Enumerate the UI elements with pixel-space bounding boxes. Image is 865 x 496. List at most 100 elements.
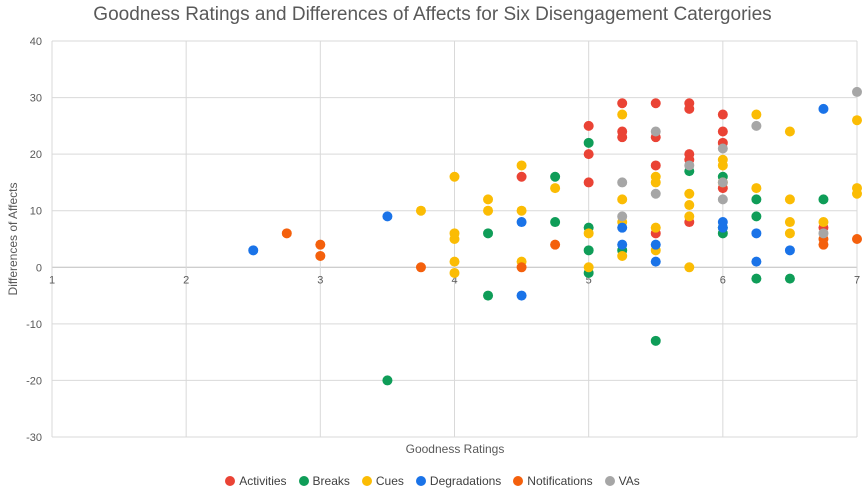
point-cues	[818, 217, 829, 228]
x-tick-label: 7	[854, 274, 860, 286]
point-degradations	[784, 245, 795, 256]
point-activities	[684, 103, 695, 114]
point-cues	[784, 228, 795, 239]
point-degradations	[818, 103, 829, 114]
legend-label: Degradations	[429, 474, 502, 488]
point-degradations	[516, 217, 527, 228]
point-breaks	[751, 194, 762, 205]
x-tick-label: 4	[451, 274, 457, 286]
point-cues	[784, 194, 795, 205]
point-breaks	[751, 211, 762, 222]
point-vas	[650, 126, 661, 137]
point-breaks	[483, 290, 494, 301]
legend-item-vas: VAs	[604, 474, 640, 488]
point-activities	[583, 177, 594, 188]
point-degradations	[650, 256, 661, 267]
point-notifications	[315, 250, 326, 261]
y-tick-label: -20	[26, 375, 42, 387]
point-breaks	[650, 335, 661, 346]
point-cues	[583, 228, 594, 239]
chart-title: Goodness Ratings and Differences of Affe…	[93, 4, 772, 25]
point-cues	[415, 205, 426, 216]
point-breaks	[751, 273, 762, 284]
point-cues	[684, 211, 695, 222]
point-cues	[617, 194, 628, 205]
point-breaks	[382, 375, 393, 386]
legend-item-degradations: Degradations	[415, 474, 502, 488]
point-cues	[751, 183, 762, 194]
point-breaks	[583, 245, 594, 256]
point-vas	[684, 160, 695, 171]
point-notifications	[281, 228, 292, 239]
point-cues	[449, 234, 460, 244]
legend-label: Activities	[239, 474, 287, 488]
legend-label: VAs	[618, 474, 640, 488]
point-notifications	[415, 262, 426, 273]
y-axis-title: Differences of Affects	[6, 183, 20, 296]
point-cues	[684, 200, 695, 211]
point-cues	[784, 217, 795, 228]
point-cues	[617, 109, 628, 120]
point-cues	[852, 188, 862, 199]
point-cues	[483, 194, 494, 205]
gridlines	[51, 40, 858, 438]
point-degradations	[617, 222, 628, 233]
point-vas	[818, 228, 829, 239]
point-vas	[650, 188, 661, 199]
x-tick-label: 5	[586, 274, 592, 286]
point-breaks	[818, 194, 829, 205]
point-cues	[516, 205, 527, 216]
point-activities	[717, 109, 728, 120]
point-degradations	[248, 245, 259, 256]
point-vas	[617, 211, 628, 222]
legend-label: Notifications	[527, 474, 593, 488]
point-degradations	[617, 239, 628, 250]
point-activities	[717, 126, 728, 137]
x-tick-label: 1	[49, 274, 55, 286]
point-activities	[617, 98, 628, 109]
point-cues	[784, 126, 795, 137]
point-notifications	[516, 262, 527, 273]
point-activities	[516, 171, 527, 182]
legend-swatch	[298, 476, 309, 486]
point-breaks	[784, 273, 795, 284]
legend-item-cues: Cues	[361, 474, 404, 488]
point-cues	[449, 256, 460, 267]
point-degradations	[382, 211, 393, 222]
point-cues	[449, 267, 460, 278]
y-tick-label: 10	[30, 206, 42, 218]
point-notifications	[852, 234, 862, 244]
point-vas	[852, 86, 862, 97]
legend-swatch	[513, 476, 524, 486]
point-cues	[550, 183, 561, 194]
point-degradations	[650, 239, 661, 250]
legend-item-activities: Activities	[225, 474, 287, 488]
legend-swatch	[604, 476, 615, 486]
point-cues	[583, 262, 594, 273]
point-breaks	[583, 137, 594, 148]
point-breaks	[550, 171, 561, 182]
legend-item-breaks: Breaks	[298, 474, 350, 488]
point-degradations	[516, 290, 527, 301]
point-degradations	[751, 228, 762, 239]
x-tick-label: 3	[317, 274, 323, 286]
point-cues	[650, 222, 661, 233]
x-axis-title: Goodness Ratings	[406, 442, 505, 456]
point-activities	[650, 160, 661, 171]
point-activities	[583, 120, 594, 131]
y-tick-label: 40	[30, 36, 42, 48]
y-tick-label: 0	[36, 262, 42, 274]
point-cues	[516, 160, 527, 171]
point-cues	[617, 250, 628, 261]
point-degradations	[717, 222, 728, 233]
point-cues	[449, 171, 460, 182]
legend-swatch	[361, 476, 372, 486]
point-cues	[751, 109, 762, 120]
tick-labels: -30 -20 -10 0 10 20 30 40 1 2 3 4 5 6 7	[26, 36, 860, 444]
point-cues	[483, 205, 494, 216]
point-notifications	[550, 239, 561, 250]
point-breaks	[550, 217, 561, 228]
x-tick-label: 6	[720, 274, 726, 286]
point-breaks	[483, 228, 494, 239]
